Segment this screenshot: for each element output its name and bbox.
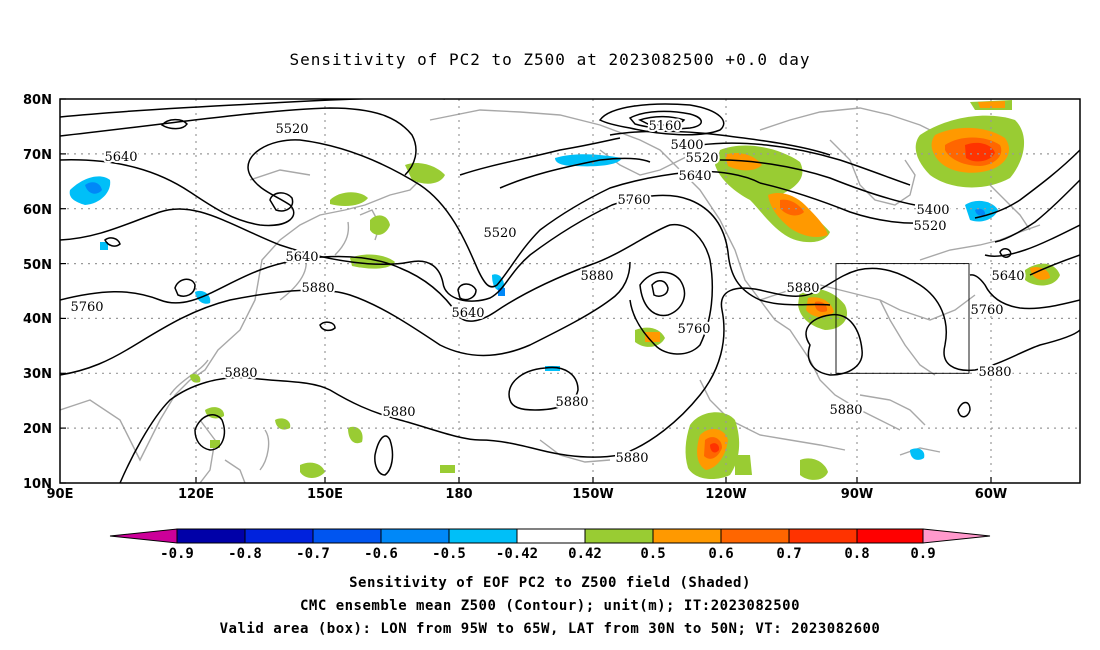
- contour-label: 5760: [70, 300, 103, 315]
- valid-area-box: [835, 263, 970, 374]
- height-contours: [60, 99, 1080, 483]
- lat-label-80n: 80N: [23, 93, 52, 108]
- plot-frame: [59, 98, 1081, 484]
- colorbar-label: 0.9: [910, 546, 935, 562]
- colorbar-label: -0.42: [496, 546, 538, 562]
- colorbar-label: -0.7: [296, 546, 330, 562]
- contour-label: 5880: [301, 281, 334, 296]
- contour-label: 5760: [677, 322, 710, 337]
- colorbar-label: 0.5: [640, 546, 665, 562]
- contour-label: 5880: [224, 366, 257, 381]
- colorbar-label: 0.7: [776, 546, 801, 562]
- contour-label: 5160: [648, 119, 681, 134]
- lon-label-60w: 60W: [975, 487, 1007, 502]
- lon-label-150w: 150W: [572, 487, 613, 502]
- caption-valid-area: Valid area (box): LON from 95W to 65W, L…: [219, 621, 881, 637]
- graticule: [60, 99, 1080, 483]
- colorbar-label: -0.8: [228, 546, 262, 562]
- lat-label-40n: 40N: [23, 312, 52, 327]
- colorbar-swatch: [516, 528, 586, 544]
- contour-label: 5640: [285, 250, 318, 265]
- contour-label: 5520: [913, 219, 946, 234]
- contour-label: 5760: [617, 193, 650, 208]
- contour-label: 5520: [685, 151, 718, 166]
- axis-ticks: [60, 98, 992, 484]
- colorbar-label: -0.6: [364, 546, 398, 562]
- lon-label-90w: 90W: [841, 487, 873, 502]
- contour-label: 5880: [978, 365, 1011, 380]
- contour-label: 5400: [670, 138, 703, 153]
- colorbar-high-end: [922, 528, 991, 544]
- colorbar-swatch: [652, 528, 722, 544]
- contour-label: 5880: [786, 281, 819, 296]
- colorbar-swatch: [720, 528, 790, 544]
- colorbar-label: 0.8: [844, 546, 869, 562]
- contour-label: 5880: [555, 395, 588, 410]
- lat-label-50n: 50N: [23, 258, 52, 273]
- lat-label-30n: 30N: [23, 367, 52, 382]
- lon-label-120e: 120E: [178, 487, 214, 502]
- colorbar-swatch: [788, 528, 858, 544]
- colorbar-label: 0.6: [708, 546, 733, 562]
- contour-label: 5400: [916, 203, 949, 218]
- contour-label: 5880: [382, 405, 415, 420]
- coastlines: [60, 107, 1041, 483]
- contour-label: 5880: [829, 403, 862, 418]
- colorbar-swatch: [856, 528, 924, 544]
- lon-label-150e: 150E: [307, 487, 343, 502]
- colorbar: [109, 528, 991, 544]
- contour-label: 5640: [991, 269, 1024, 284]
- contour-label: 5640: [451, 306, 484, 321]
- colorbar-swatch: [244, 528, 314, 544]
- lon-label-90e: 90E: [47, 487, 74, 502]
- lon-label-120w: 120W: [705, 487, 746, 502]
- colorbar-swatch: [448, 528, 518, 544]
- colorbar-swatch: [584, 528, 654, 544]
- colorbar-label: -0.5: [432, 546, 466, 562]
- colorbar-swatch: [380, 528, 450, 544]
- contour-label: 5640: [104, 150, 137, 165]
- contour-label: 5880: [615, 451, 648, 466]
- contour-label: 5760: [970, 303, 1003, 318]
- contour-label: 5880: [580, 269, 613, 284]
- caption-contour: CMC ensemble mean Z500 (Contour); unit(m…: [299, 598, 800, 614]
- map-title: Sensitivity of PC2 to Z500 at 2023082500…: [289, 50, 811, 69]
- lat-label-10n: 10N: [23, 477, 52, 492]
- contour-label: 5520: [483, 226, 516, 241]
- contour-label: 5520: [275, 122, 308, 137]
- colorbar-low-end: [109, 528, 178, 544]
- contour-label: 5640: [678, 169, 711, 184]
- colorbar-label: -0.9: [160, 546, 194, 562]
- colorbar-label: 0.42: [568, 546, 602, 562]
- colorbar-swatch: [312, 528, 382, 544]
- lat-label-60n: 60N: [23, 203, 52, 218]
- lat-label-70n: 70N: [23, 148, 52, 163]
- lat-label-20n: 20N: [23, 422, 52, 437]
- caption-shading: Sensitivity of EOF PC2 to Z500 field (Sh…: [349, 575, 751, 591]
- colorbar-swatch: [176, 528, 246, 544]
- lon-label-180: 180: [445, 487, 472, 502]
